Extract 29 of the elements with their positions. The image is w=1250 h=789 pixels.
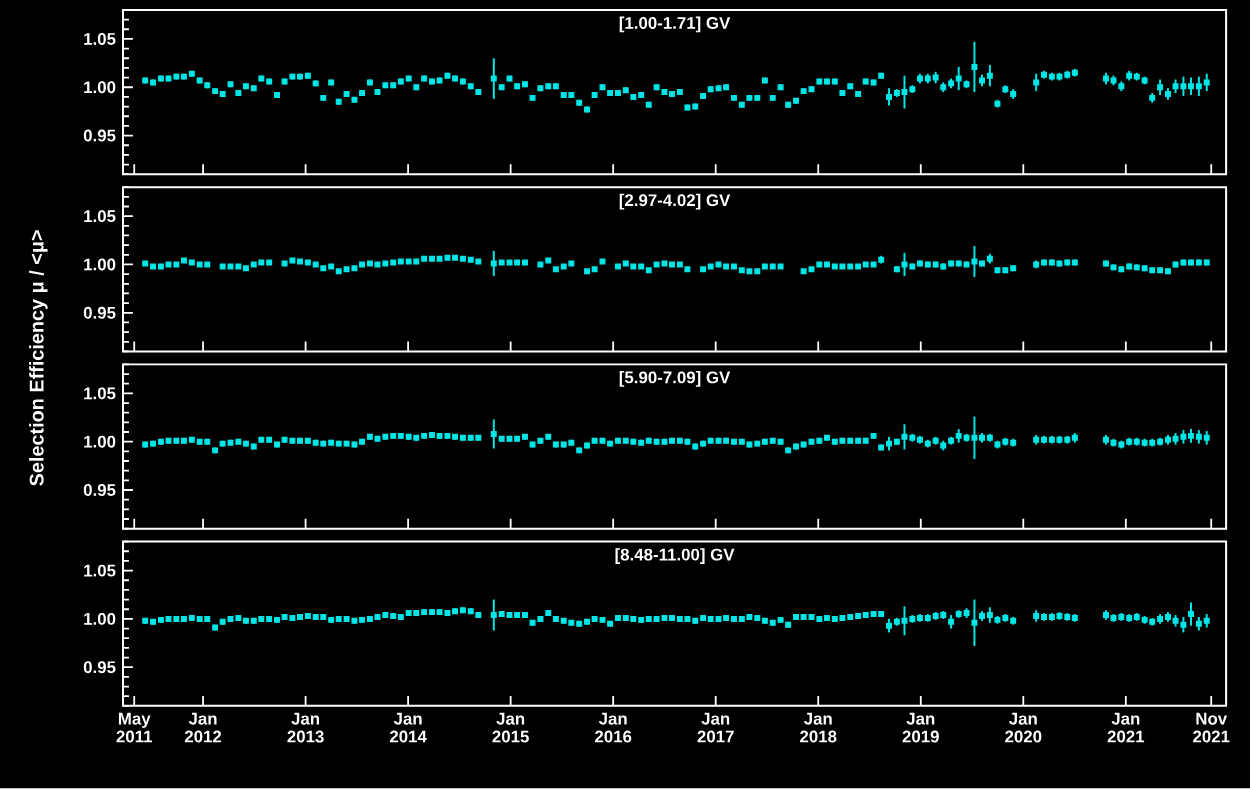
x-tick-label: Jan 2020 — [1005, 713, 1042, 743]
chart-title: [1.00-1.71] GV — [619, 16, 731, 33]
chart-title: [5.90-7.09] GV — [619, 371, 731, 387]
y-tick-label: 1.00 — [84, 613, 116, 626]
x-tick-label: Jan 2018 — [800, 713, 837, 743]
x-tick-label: Jan 2015 — [492, 713, 529, 743]
x-tick-label: Jan 2021 — [1107, 713, 1145, 743]
x-tick-label: Jan 2013 — [287, 713, 324, 743]
x-tick-label: Jan 2016 — [595, 713, 632, 743]
x-tick-label: Jan 2014 — [389, 713, 427, 743]
y-tick-label: 0.95 — [83, 129, 116, 142]
x-tick-label: Jan 2012 — [184, 713, 222, 743]
y-tick-label: 1.00 — [84, 258, 116, 271]
x-tick-label: Jan 2019 — [902, 713, 939, 743]
y-tick-label: 1.00 — [84, 81, 116, 94]
y-tick-label: 1.05 — [84, 210, 116, 223]
y-tick-label: 1.05 — [84, 33, 116, 46]
y-tick-label: 1.05 — [84, 387, 116, 400]
y-tick-label: 1.00 — [84, 435, 116, 448]
y-tick-label: 0.95 — [83, 484, 116, 497]
x-tick-label: May 2011 — [116, 713, 153, 743]
y-tick-label: 0.95 — [83, 307, 116, 319]
chart-title: [2.97-4.02] GV — [619, 194, 731, 210]
chart-title: [8.48-11.00] GV — [615, 548, 735, 565]
y-axis-title: Selection Efficiency μ / <μ> — [29, 230, 48, 487]
y-tick-label: 0.95 — [83, 661, 116, 674]
y-tick-label: 1.05 — [84, 564, 116, 577]
x-tick-label: Jan 2017 — [697, 713, 734, 743]
x-tick-label: Nov 2021 — [1193, 713, 1230, 743]
